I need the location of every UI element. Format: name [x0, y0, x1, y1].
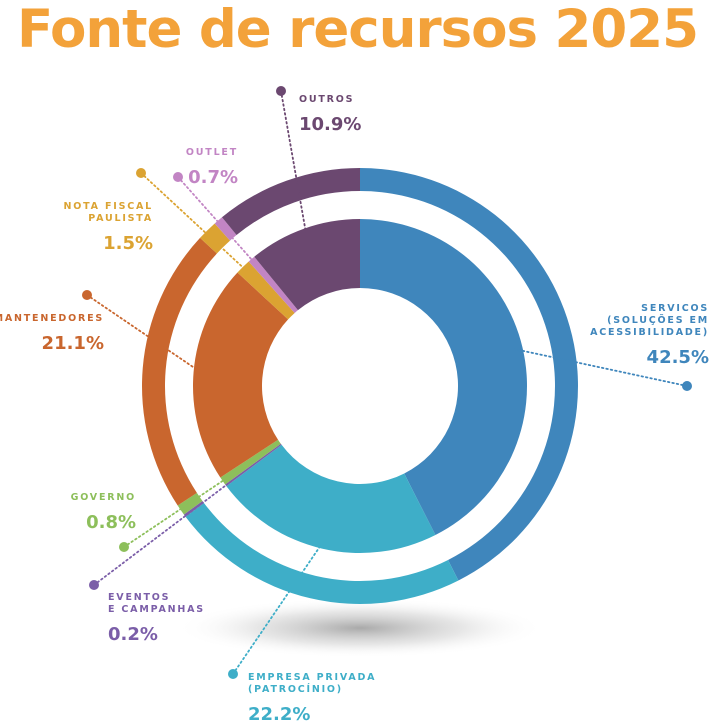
leader-dot-nota-fiscal	[136, 168, 146, 178]
outer-slice-mantenedores	[142, 237, 217, 506]
inner-slice-empresa-privada	[226, 444, 436, 554]
slice-value-empresa-privada: 22.2%	[248, 704, 310, 725]
leader-dot-servicos	[682, 381, 692, 391]
slice-label-outlet: OUTLET	[186, 147, 238, 158]
chart-shadow	[175, 598, 545, 658]
leader-lines	[82, 86, 692, 679]
slice-value-outlet: 0.7%	[188, 167, 238, 188]
slice-value-eventos: 0.2%	[108, 624, 158, 645]
slice-label-empresa-privada: (PATROCÍNIO)	[248, 683, 343, 695]
slice-value-outros: 10.9%	[299, 114, 361, 135]
slice-label-servicos: SERVICOS	[641, 303, 709, 314]
leader-line-outlet	[177, 176, 258, 267]
outer-slice-empresa-privada	[185, 502, 459, 604]
slice-label-outros: OUTROS	[299, 94, 354, 105]
slice-label-nota-fiscal: PAULISTA	[88, 213, 153, 224]
leader-dot-outros	[276, 86, 286, 96]
chart-title: Fonte de recursos 2025	[16, 0, 699, 60]
slice-label-eventos: EVENTOS	[108, 592, 170, 603]
outer-slice-nota-fiscal	[200, 223, 231, 254]
slice-value-servicos: 42.5%	[647, 347, 709, 368]
slice-label-servicos: ACESSIBILIDADE)	[590, 327, 709, 338]
slice-value-governo: 0.8%	[86, 512, 136, 533]
inner-slice-eventos	[225, 443, 282, 487]
inner-slice-mantenedores	[192, 272, 289, 478]
outer-slice-servicos	[360, 168, 578, 581]
leader-dot-outlet	[173, 172, 183, 182]
slice-label-empresa-privada: EMPRESA PRIVADA	[248, 672, 376, 683]
slice-value-mantenedores: 21.1%	[42, 333, 104, 354]
leader-line-outros	[280, 90, 308, 238]
slice-label-mantenedores: MANTENEDORES	[0, 313, 104, 324]
leader-line-mantenedores	[86, 294, 203, 374]
outer-slice-outros	[221, 168, 360, 236]
inner-slice-servicos	[360, 219, 528, 535]
leader-line-empresa-privada	[232, 539, 325, 675]
leader-dot-governo	[119, 542, 129, 552]
slice-label-eventos: E CAMPANHAS	[108, 604, 205, 615]
slice-label-governo: GOVERNO	[71, 492, 136, 503]
leader-dot-eventos	[89, 580, 99, 590]
inner-ring	[192, 218, 528, 554]
leader-line-governo	[123, 475, 231, 548]
inner-slice-governo	[220, 439, 281, 485]
slice-value-nota-fiscal: 1.5%	[103, 233, 153, 254]
slice-label-servicos: (SOLUÇÕES EM	[607, 314, 709, 326]
leader-line-servicos	[513, 348, 688, 387]
leader-dot-mantenedores	[82, 290, 92, 300]
inner-slice-outros	[254, 218, 360, 311]
slice-label-nota-fiscal: NOTA FISCAL	[64, 201, 153, 212]
leader-dot-empresa-privada	[228, 669, 238, 679]
outer-slice-outlet	[214, 217, 237, 241]
leader-line-nota-fiscal	[140, 172, 250, 274]
leader-line-eventos	[93, 479, 234, 586]
inner-slice-outlet	[248, 256, 298, 313]
inner-slice-nota-fiscal	[237, 261, 295, 320]
